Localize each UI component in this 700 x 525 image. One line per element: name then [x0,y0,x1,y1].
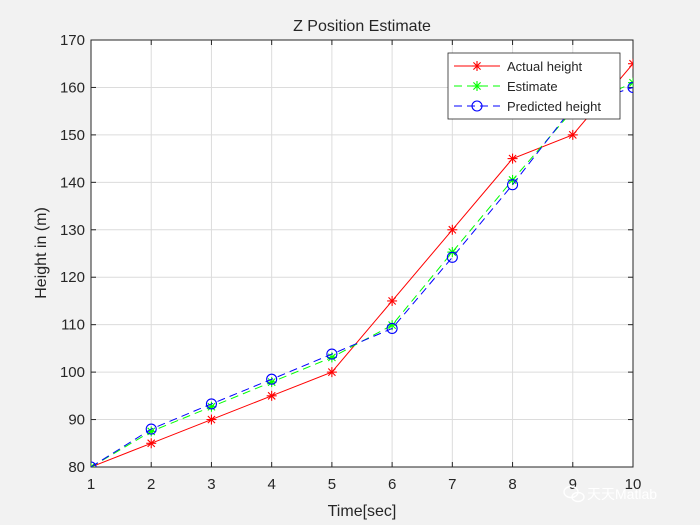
series-line-predicted-height [91,86,633,467]
y-tick-label: 160 [60,79,85,96]
x-tick-label: 10 [625,476,642,493]
asterisk-stroke [568,130,577,139]
series-predicted-height [91,81,633,467]
asterisk-stroke [267,378,276,387]
data-point-predicted-height [205,398,217,410]
watermark: 天天Matlab [563,485,657,503]
asterisk-stroke [629,62,633,68]
y-tick-label: 120 [60,269,85,286]
y-axis-label: Height in (m) [33,207,50,299]
data-point-actual-height [447,224,458,235]
legend-marker-estimate [472,81,482,91]
x-tick-label: 4 [267,476,275,493]
asterisk-stroke [508,154,517,163]
legend-label-estimate: Estimate [507,79,558,94]
data-point-predicted-height [145,423,157,435]
asterisk-stroke [448,225,457,234]
data-point-predicted-height [627,81,633,93]
data-point-actual-height [266,390,277,401]
asterisk-stroke [327,353,336,362]
legend-marker-predicted-height [471,100,483,112]
y-tick-label: 150 [60,127,85,144]
asterisk-stroke [207,415,216,424]
data-point-estimate [91,462,96,467]
asterisk-stroke [629,81,633,87]
watermark-text: 天天Matlab [587,486,657,502]
data-point-predicted-height [386,322,398,335]
data-point-actual-height [326,367,337,378]
data-point-predicted-height [507,179,519,191]
y-tick-label: 170 [60,32,85,49]
asterisk-stroke [629,59,633,65]
x-tick-label: 3 [207,476,215,493]
x-tick-label: 1 [87,476,95,493]
data-point-actual-height [507,153,518,164]
wechat-icon [563,485,585,503]
x-axis-label: Time[sec] [328,503,397,520]
asterisk-stroke [629,78,633,84]
asterisk-stroke [388,296,397,305]
plot-frame [90,39,634,468]
legend: Actual height Estimate Predicted height [447,52,621,120]
data-point-actual-height [567,129,578,140]
legend-label-predicted-height: Predicted height [507,99,601,114]
series-line-actual-height [91,63,633,467]
asterisk-stroke [207,402,216,411]
asterisk-stroke [473,82,481,90]
y-tick-label: 130 [60,222,85,239]
y-tick-label: 140 [60,174,85,191]
data-point-predicted-height [446,251,458,263]
data-point-actual-height [628,58,633,69]
axis-ticks: 1 2 3 4 5 6 7 8 9 10 80 90 100 110 120 130 140 150 160 170 [60,32,641,493]
y-tick-label: 100 [60,364,85,381]
data-point-actual-height [387,295,398,306]
y-tick-label: 110 [61,317,85,334]
data-point-estimate [206,401,217,412]
x-tick-label: 6 [388,476,396,493]
series-layer [91,58,633,467]
x-tick-label: 5 [328,476,336,493]
legend-label-actual-height: Actual height [507,59,583,74]
x-tick-label: 2 [147,476,155,493]
data-point-predicted-height [326,348,338,360]
data-point-actual-height [146,438,157,449]
chart-title: Z Position Estimate [293,18,431,35]
data-point-actual-height [206,414,217,425]
data-point-estimate [628,77,633,88]
asterisk-stroke [473,62,481,70]
y-tick-label: 80 [68,459,85,476]
y-tick-label: 90 [68,412,85,429]
asterisk-stroke [388,321,397,330]
x-tick-label: 9 [569,476,577,493]
legend-marker-actual-height [472,61,482,71]
x-tick-label: 7 [448,476,456,493]
series-actual-height [91,58,633,467]
asterisk-stroke [327,368,336,377]
asterisk-stroke [91,463,95,467]
asterisk-stroke [147,439,156,448]
data-point-predicted-height [266,373,278,385]
x-tick-label: 8 [508,476,516,493]
asterisk-stroke [267,391,276,400]
